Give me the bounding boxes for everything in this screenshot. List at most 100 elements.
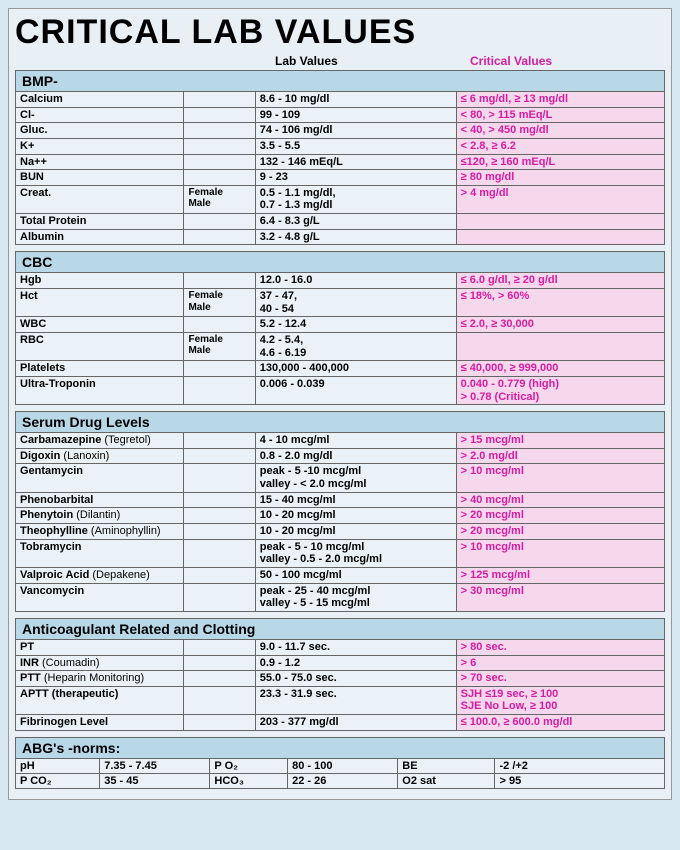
cell-critical-value: ≤120, ≥ 160 mEq/L [457, 155, 664, 170]
cell-critical-value: > 10 mcg/ml [457, 540, 664, 567]
abg-key: P CO₂ [16, 774, 100, 788]
abg-val: 35 - 45 [100, 774, 210, 788]
section-header: BMP- [15, 70, 665, 92]
cell-critical-value: ≥ 80 mg/dl [457, 170, 664, 185]
cell-name: Creat. [16, 186, 184, 213]
col-header-lab: Lab Values [275, 54, 470, 68]
cell-critical-value: > 10 mcg/ml [457, 464, 664, 491]
table-row: Theophylline (Aminophyllin)10 - 20 mcg/m… [15, 524, 665, 540]
page-container: CRITICAL LAB VALUES Lab Values Critical … [8, 8, 672, 800]
cell-sub [184, 568, 255, 583]
cell-lab-value: 3.2 - 4.8 g/L [256, 230, 457, 245]
cell-critical-value: > 70 sec. [457, 671, 664, 686]
cell-critical-value: < 40, > 450 mg/dl [457, 123, 664, 138]
cell-name: WBC [16, 317, 184, 332]
cell-sub: FemaleMale [184, 289, 255, 316]
abg-key: HCO₃ [210, 774, 288, 788]
table-row: RBCFemaleMale4.2 - 5.4,4.6 - 6.19 [15, 333, 665, 361]
cell-lab-value: 12.0 - 16.0 [256, 273, 457, 288]
section: CBCHgb12.0 - 16.0≤ 6.0 g/dl, ≥ 20 g/dlHc… [15, 251, 665, 405]
cell-critical-value: > 80 sec. [457, 640, 664, 655]
cell-lab-value: 4 - 10 mcg/ml [256, 433, 457, 448]
table-row: HctFemaleMale37 - 47,40 - 54≤ 18%, > 60% [15, 289, 665, 317]
abg-key: BE [398, 759, 495, 773]
cell-sub [184, 715, 255, 730]
abg-section: ABG's -norms: pH7.35 - 7.45P O₂80 - 100B… [15, 737, 665, 789]
cell-sub [184, 170, 255, 185]
abg-rows: pH7.35 - 7.45P O₂80 - 100BE-2 /+2P CO₂35… [15, 759, 665, 789]
cell-critical-value: > 4 mg/dl [457, 186, 664, 213]
table-row: Na++ 132 - 146 mEq/L≤120, ≥ 160 mEq/L [15, 155, 665, 171]
section: BMP-Calcium 8.6 - 10 mg/dl≤ 6 mg/dl, ≥ 13… [15, 70, 665, 245]
table-row: Digoxin (Lanoxin)0.8 - 2.0 mg/dl> 2.0 mg… [15, 449, 665, 465]
cell-sub [184, 464, 255, 491]
cell-lab-value: 99 - 109 [256, 108, 457, 123]
abg-key: O2 sat [398, 774, 495, 788]
cell-sub [184, 433, 255, 448]
table-row: Phenytoin (Dilantin)10 - 20 mcg/ml> 20 m… [15, 508, 665, 524]
cell-lab-value: 130,000 - 400,000 [256, 361, 457, 376]
abg-header: ABG's -norms: [15, 737, 665, 759]
cell-critical-value: SJH ≤19 sec, ≥ 100SJE No Low, ≥ 100 [457, 687, 664, 714]
cell-name: Platelets [16, 361, 184, 376]
cell-lab-value: 203 - 377 mg/dl [256, 715, 457, 730]
cell-name: Gluc. [16, 123, 184, 138]
cell-lab-value: 0.5 - 1.1 mg/dl,0.7 - 1.3 mg/dl [256, 186, 457, 213]
cell-lab-value: 4.2 - 5.4,4.6 - 6.19 [256, 333, 457, 360]
table-row: Tobramycinpeak - 5 - 10 mcg/mlvalley - 0… [15, 540, 665, 568]
cell-name: Carbamazepine (Tegretol) [16, 433, 184, 448]
cell-sub [184, 317, 255, 332]
cell-lab-value: 8.6 - 10 mg/dl [256, 92, 457, 107]
abg-key: P O₂ [210, 759, 288, 773]
cell-name: Na++ [16, 155, 184, 170]
cell-lab-value: peak - 5 - 10 mcg/mlvalley - 0.5 - 2.0 m… [256, 540, 457, 567]
page-title: CRITICAL LAB VALUES [15, 13, 665, 52]
cell-lab-value: 132 - 146 mEq/L [256, 155, 457, 170]
cell-critical-value: ≤ 18%, > 60% [457, 289, 664, 316]
table-row: Phenobarbital15 - 40 mcg/ml> 40 mcg/ml [15, 493, 665, 509]
cell-sub [184, 123, 255, 138]
table-row: WBC5.2 - 12.4≤ 2.0, ≥ 30,000 [15, 317, 665, 333]
cell-critical-value: > 20 mcg/ml [457, 508, 664, 523]
table-row: BUN9 - 23≥ 80 mg/dl [15, 170, 665, 186]
abg-val: 80 - 100 [288, 759, 398, 773]
cell-name: Cl- [16, 108, 184, 123]
cell-critical-value: ≤ 6 mg/dl, ≥ 13 mg/dl [457, 92, 664, 107]
cell-lab-value: 9 - 23 [256, 170, 457, 185]
cell-sub [184, 361, 255, 376]
cell-critical-value: > 2.0 mg/dl [457, 449, 664, 464]
cell-name: Calcium [16, 92, 184, 107]
cell-sub: FemaleMale [184, 186, 255, 213]
cell-lab-value: 6.4 - 8.3 g/L [256, 214, 457, 229]
table-row: Cl-99 - 109< 80, > 115 mEq/L [15, 108, 665, 124]
cell-critical-value: ≤ 2.0, ≥ 30,000 [457, 317, 664, 332]
cell-sub [184, 524, 255, 539]
abg-row: P CO₂35 - 45HCO₃22 - 26O2 sat> 95 [15, 774, 665, 789]
cell-name: Phenytoin (Dilantin) [16, 508, 184, 523]
cell-sub [184, 214, 255, 229]
cell-critical-value: > 40 mcg/ml [457, 493, 664, 508]
abg-val: > 95 [495, 774, 663, 788]
table-row: Gentamycinpeak - 5 -10 mcg/mlvalley - < … [15, 464, 665, 492]
cell-critical-value: > 30 mcg/ml [457, 584, 664, 611]
cell-sub [184, 273, 255, 288]
cell-critical-value [457, 230, 664, 245]
cell-sub [184, 508, 255, 523]
cell-name: Theophylline (Aminophyllin) [16, 524, 184, 539]
cell-lab-value: 23.3 - 31.9 sec. [256, 687, 457, 714]
abg-val: -2 /+2 [495, 759, 663, 773]
cell-sub [184, 155, 255, 170]
cell-sub [184, 377, 255, 404]
cell-lab-value: 0.006 - 0.039 [256, 377, 457, 404]
cell-critical-value: > 6 [457, 656, 664, 671]
table-row: Carbamazepine (Tegretol)4 - 10 mcg/ml> 1… [15, 433, 665, 449]
cell-name: RBC [16, 333, 184, 360]
cell-lab-value: 9.0 - 11.7 sec. [256, 640, 457, 655]
cell-critical-value: ≤ 40,000, ≥ 999,000 [457, 361, 664, 376]
cell-lab-value: 3.5 - 5.5 [256, 139, 457, 154]
section: Anticoagulant Related and ClottingPT9.0 … [15, 618, 665, 731]
table-row: PT9.0 - 11.7 sec.> 80 sec. [15, 640, 665, 656]
table-row: Total Protein6.4 - 8.3 g/L [15, 214, 665, 230]
table-row: Vancomycinpeak - 25 - 40 mcg/mlvalley - … [15, 584, 665, 612]
cell-lab-value: 0.9 - 1.2 [256, 656, 457, 671]
